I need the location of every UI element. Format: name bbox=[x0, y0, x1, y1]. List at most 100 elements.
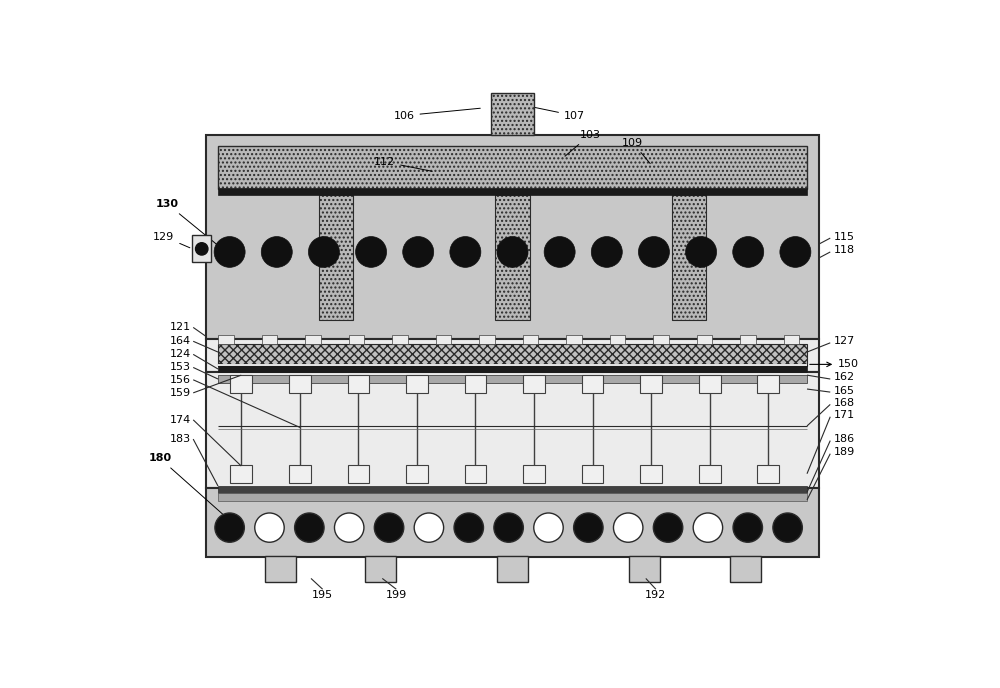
Bar bbox=[479, 335, 495, 345]
Text: 103: 103 bbox=[565, 130, 600, 156]
Text: 174: 174 bbox=[170, 415, 191, 424]
Ellipse shape bbox=[497, 237, 528, 268]
Bar bbox=[497, 556, 528, 581]
Bar bbox=[699, 375, 721, 393]
Text: 192: 192 bbox=[645, 590, 666, 601]
Ellipse shape bbox=[686, 237, 717, 268]
Bar bbox=[640, 465, 662, 483]
Ellipse shape bbox=[454, 513, 483, 542]
Ellipse shape bbox=[374, 513, 404, 542]
Text: 121: 121 bbox=[170, 323, 191, 332]
Text: 124: 124 bbox=[170, 350, 191, 359]
Ellipse shape bbox=[638, 237, 669, 268]
Bar bbox=[262, 335, 277, 345]
Bar bbox=[218, 345, 807, 366]
Text: 156: 156 bbox=[170, 375, 191, 385]
Ellipse shape bbox=[591, 237, 622, 268]
Bar bbox=[465, 375, 486, 393]
Ellipse shape bbox=[214, 237, 245, 268]
Text: 100: 100 bbox=[489, 98, 536, 118]
Text: 129: 129 bbox=[153, 232, 190, 248]
Bar bbox=[218, 375, 807, 383]
Bar bbox=[264, 556, 296, 581]
Ellipse shape bbox=[693, 513, 723, 542]
Ellipse shape bbox=[308, 237, 339, 268]
Ellipse shape bbox=[773, 513, 802, 542]
Ellipse shape bbox=[414, 513, 444, 542]
Text: 150: 150 bbox=[810, 359, 859, 369]
Bar bbox=[672, 195, 706, 320]
Bar bbox=[491, 93, 534, 135]
Bar bbox=[206, 135, 819, 339]
Bar bbox=[757, 375, 779, 393]
Text: 130: 130 bbox=[156, 200, 231, 257]
Text: 107: 107 bbox=[521, 105, 585, 120]
Bar bbox=[319, 195, 353, 320]
Bar bbox=[640, 375, 662, 393]
Bar bbox=[348, 375, 369, 393]
Bar bbox=[392, 335, 408, 345]
Bar bbox=[348, 465, 369, 483]
Bar bbox=[730, 556, 761, 581]
Text: 165: 165 bbox=[834, 385, 855, 396]
Bar bbox=[697, 335, 712, 345]
Bar bbox=[289, 465, 311, 483]
Bar bbox=[653, 335, 669, 345]
Ellipse shape bbox=[215, 513, 244, 542]
Text: 118: 118 bbox=[834, 246, 855, 255]
Ellipse shape bbox=[334, 513, 364, 542]
Text: 153: 153 bbox=[170, 363, 191, 372]
Text: 189: 189 bbox=[834, 447, 855, 457]
Bar bbox=[230, 375, 252, 393]
Bar bbox=[784, 335, 799, 345]
Ellipse shape bbox=[780, 237, 811, 268]
Ellipse shape bbox=[494, 513, 523, 542]
Text: 183: 183 bbox=[170, 434, 191, 444]
Text: 106: 106 bbox=[394, 108, 480, 120]
Ellipse shape bbox=[356, 237, 387, 268]
Ellipse shape bbox=[653, 513, 683, 542]
Text: 127: 127 bbox=[834, 336, 855, 346]
Text: 180: 180 bbox=[148, 453, 231, 522]
Bar bbox=[218, 486, 807, 493]
Text: 168: 168 bbox=[834, 398, 855, 408]
Text: 115: 115 bbox=[834, 232, 855, 241]
Bar bbox=[218, 365, 807, 372]
Bar bbox=[436, 335, 451, 345]
Bar bbox=[610, 335, 625, 345]
Text: 186: 186 bbox=[834, 434, 855, 444]
Bar bbox=[218, 493, 807, 501]
Bar bbox=[206, 488, 819, 557]
Ellipse shape bbox=[403, 237, 434, 268]
Ellipse shape bbox=[534, 513, 563, 542]
Bar bbox=[757, 465, 779, 483]
Bar bbox=[495, 195, 530, 320]
Bar bbox=[218, 364, 807, 366]
Bar bbox=[566, 335, 582, 345]
Bar bbox=[230, 465, 252, 483]
Bar bbox=[218, 188, 807, 195]
Bar bbox=[349, 335, 364, 345]
Bar bbox=[582, 465, 603, 483]
Ellipse shape bbox=[574, 513, 603, 542]
Text: 162: 162 bbox=[834, 372, 855, 383]
Bar bbox=[699, 465, 721, 483]
Ellipse shape bbox=[544, 237, 575, 268]
Bar bbox=[629, 556, 660, 581]
Text: 112: 112 bbox=[374, 157, 432, 171]
Bar bbox=[218, 335, 234, 345]
Text: 109: 109 bbox=[622, 138, 650, 164]
Bar bbox=[523, 335, 538, 345]
Text: 164: 164 bbox=[170, 336, 191, 346]
Text: 195: 195 bbox=[312, 590, 333, 601]
Bar bbox=[582, 375, 603, 393]
Text: 159: 159 bbox=[170, 388, 191, 398]
Ellipse shape bbox=[261, 237, 292, 268]
Text: 171: 171 bbox=[834, 410, 855, 420]
Bar bbox=[206, 339, 819, 372]
Ellipse shape bbox=[733, 237, 764, 268]
Bar bbox=[192, 235, 211, 262]
Ellipse shape bbox=[255, 513, 284, 542]
Bar bbox=[365, 556, 396, 581]
Ellipse shape bbox=[450, 237, 481, 268]
